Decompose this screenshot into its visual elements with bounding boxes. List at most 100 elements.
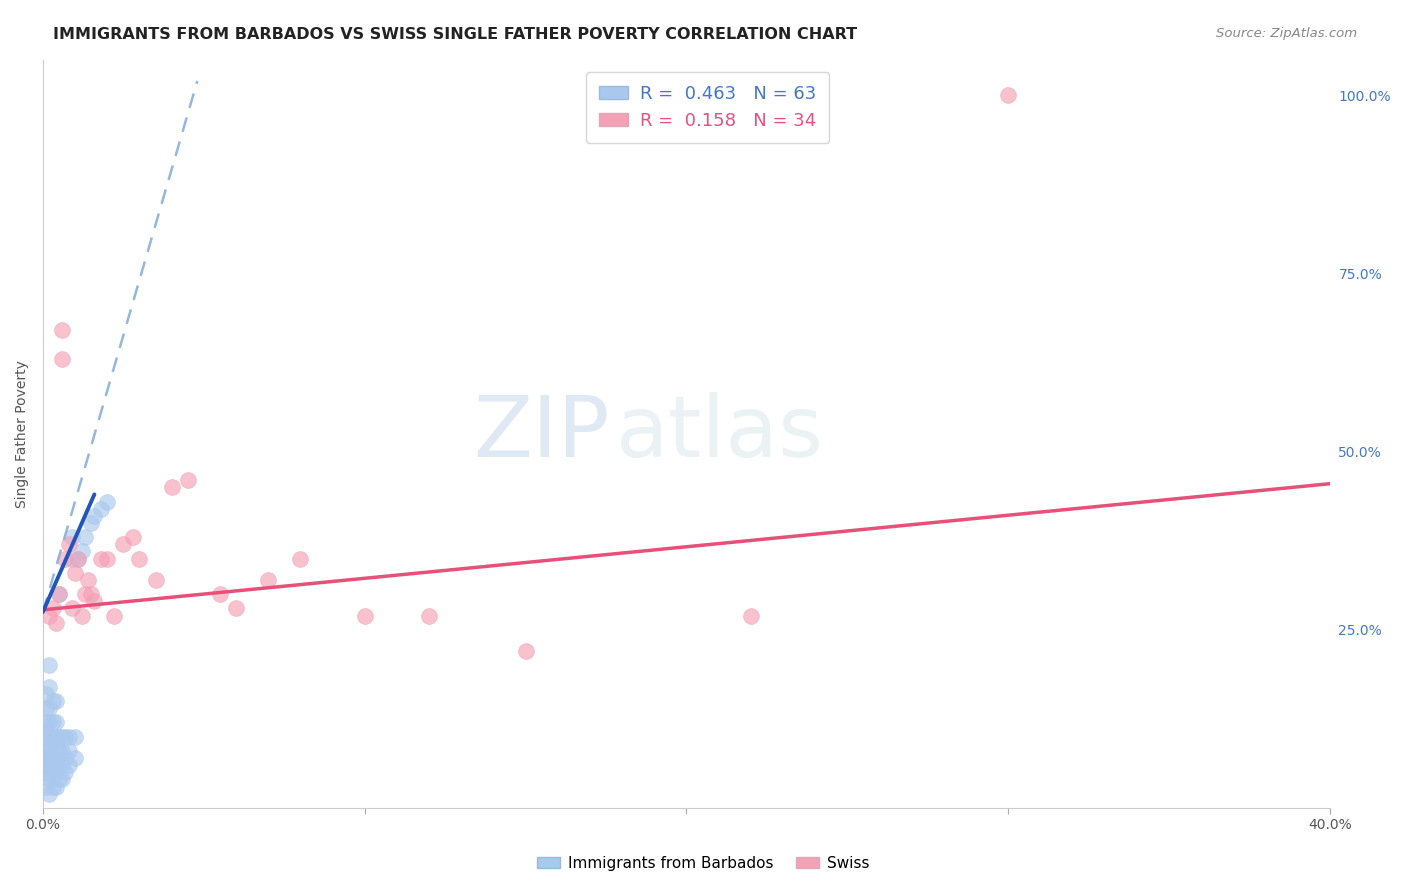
Point bbox=[96, 551, 118, 566]
Point bbox=[122, 530, 145, 544]
Point bbox=[38, 737, 60, 751]
Point bbox=[63, 566, 86, 580]
Point bbox=[48, 730, 70, 744]
Point bbox=[63, 730, 86, 744]
Point bbox=[51, 758, 73, 772]
Point bbox=[41, 715, 63, 730]
Text: atlas: atlas bbox=[616, 392, 824, 475]
Point bbox=[145, 573, 167, 587]
Point bbox=[55, 751, 77, 765]
Point bbox=[80, 587, 103, 601]
Point bbox=[38, 765, 60, 780]
Legend: Immigrants from Barbados, Swiss: Immigrants from Barbados, Swiss bbox=[531, 850, 875, 877]
Point bbox=[90, 551, 112, 566]
Point bbox=[51, 744, 73, 758]
Point bbox=[41, 737, 63, 751]
Point bbox=[48, 772, 70, 787]
Point bbox=[38, 751, 60, 765]
Point bbox=[41, 758, 63, 772]
Point bbox=[51, 351, 73, 366]
Point bbox=[41, 601, 63, 615]
Point bbox=[515, 644, 537, 658]
Point bbox=[70, 608, 93, 623]
Point bbox=[60, 551, 83, 566]
Point bbox=[35, 687, 58, 701]
Point bbox=[225, 601, 247, 615]
Point bbox=[67, 551, 90, 566]
Point bbox=[41, 780, 63, 794]
Point bbox=[73, 530, 96, 544]
Point bbox=[58, 744, 80, 758]
Point bbox=[67, 551, 90, 566]
Point bbox=[418, 608, 440, 623]
Point bbox=[70, 544, 93, 558]
Point bbox=[35, 758, 58, 772]
Point bbox=[38, 701, 60, 715]
Point bbox=[96, 494, 118, 508]
Point bbox=[63, 751, 86, 765]
Point bbox=[35, 751, 58, 765]
Point bbox=[83, 508, 105, 523]
Point bbox=[38, 758, 60, 772]
Point bbox=[176, 473, 198, 487]
Point bbox=[35, 780, 58, 794]
Point bbox=[45, 758, 67, 772]
Point bbox=[740, 608, 762, 623]
Point bbox=[38, 658, 60, 673]
Point bbox=[35, 723, 58, 737]
Point bbox=[38, 787, 60, 801]
Y-axis label: Single Father Poverty: Single Father Poverty bbox=[15, 359, 30, 508]
Point bbox=[45, 744, 67, 758]
Point bbox=[77, 573, 100, 587]
Point bbox=[55, 765, 77, 780]
Point bbox=[35, 744, 58, 758]
Point bbox=[38, 730, 60, 744]
Point bbox=[55, 730, 77, 744]
Point bbox=[41, 751, 63, 765]
Point bbox=[35, 765, 58, 780]
Point bbox=[257, 573, 280, 587]
Point bbox=[41, 730, 63, 744]
Point bbox=[83, 594, 105, 608]
Point bbox=[112, 537, 135, 551]
Point bbox=[160, 480, 183, 494]
Point bbox=[45, 730, 67, 744]
Point bbox=[55, 551, 77, 566]
Point bbox=[45, 615, 67, 630]
Text: ZIP: ZIP bbox=[472, 392, 609, 475]
Point bbox=[103, 608, 125, 623]
Point bbox=[38, 608, 60, 623]
Point bbox=[41, 694, 63, 708]
Point bbox=[80, 516, 103, 530]
Point bbox=[353, 608, 375, 623]
Point bbox=[51, 323, 73, 337]
Point bbox=[38, 772, 60, 787]
Legend: R =  0.463   N = 63, R =  0.158   N = 34: R = 0.463 N = 63, R = 0.158 N = 34 bbox=[586, 72, 830, 143]
Point bbox=[45, 780, 67, 794]
Point bbox=[38, 715, 60, 730]
Point bbox=[38, 680, 60, 694]
Point bbox=[35, 701, 58, 715]
Point bbox=[41, 765, 63, 780]
Point bbox=[45, 715, 67, 730]
Point bbox=[45, 765, 67, 780]
Text: IMMIGRANTS FROM BARBADOS VS SWISS SINGLE FATHER POVERTY CORRELATION CHART: IMMIGRANTS FROM BARBADOS VS SWISS SINGLE… bbox=[53, 27, 858, 42]
Point bbox=[48, 587, 70, 601]
Point bbox=[35, 730, 58, 744]
Point bbox=[58, 758, 80, 772]
Point bbox=[48, 587, 70, 601]
Point bbox=[290, 551, 312, 566]
Point bbox=[35, 715, 58, 730]
Point bbox=[90, 501, 112, 516]
Point bbox=[58, 537, 80, 551]
Point bbox=[45, 694, 67, 708]
Point bbox=[60, 601, 83, 615]
Point bbox=[48, 744, 70, 758]
Point bbox=[51, 772, 73, 787]
Point bbox=[38, 744, 60, 758]
Point bbox=[73, 587, 96, 601]
Point bbox=[58, 730, 80, 744]
Point bbox=[48, 758, 70, 772]
Point bbox=[997, 88, 1019, 103]
Text: Source: ZipAtlas.com: Source: ZipAtlas.com bbox=[1216, 27, 1357, 40]
